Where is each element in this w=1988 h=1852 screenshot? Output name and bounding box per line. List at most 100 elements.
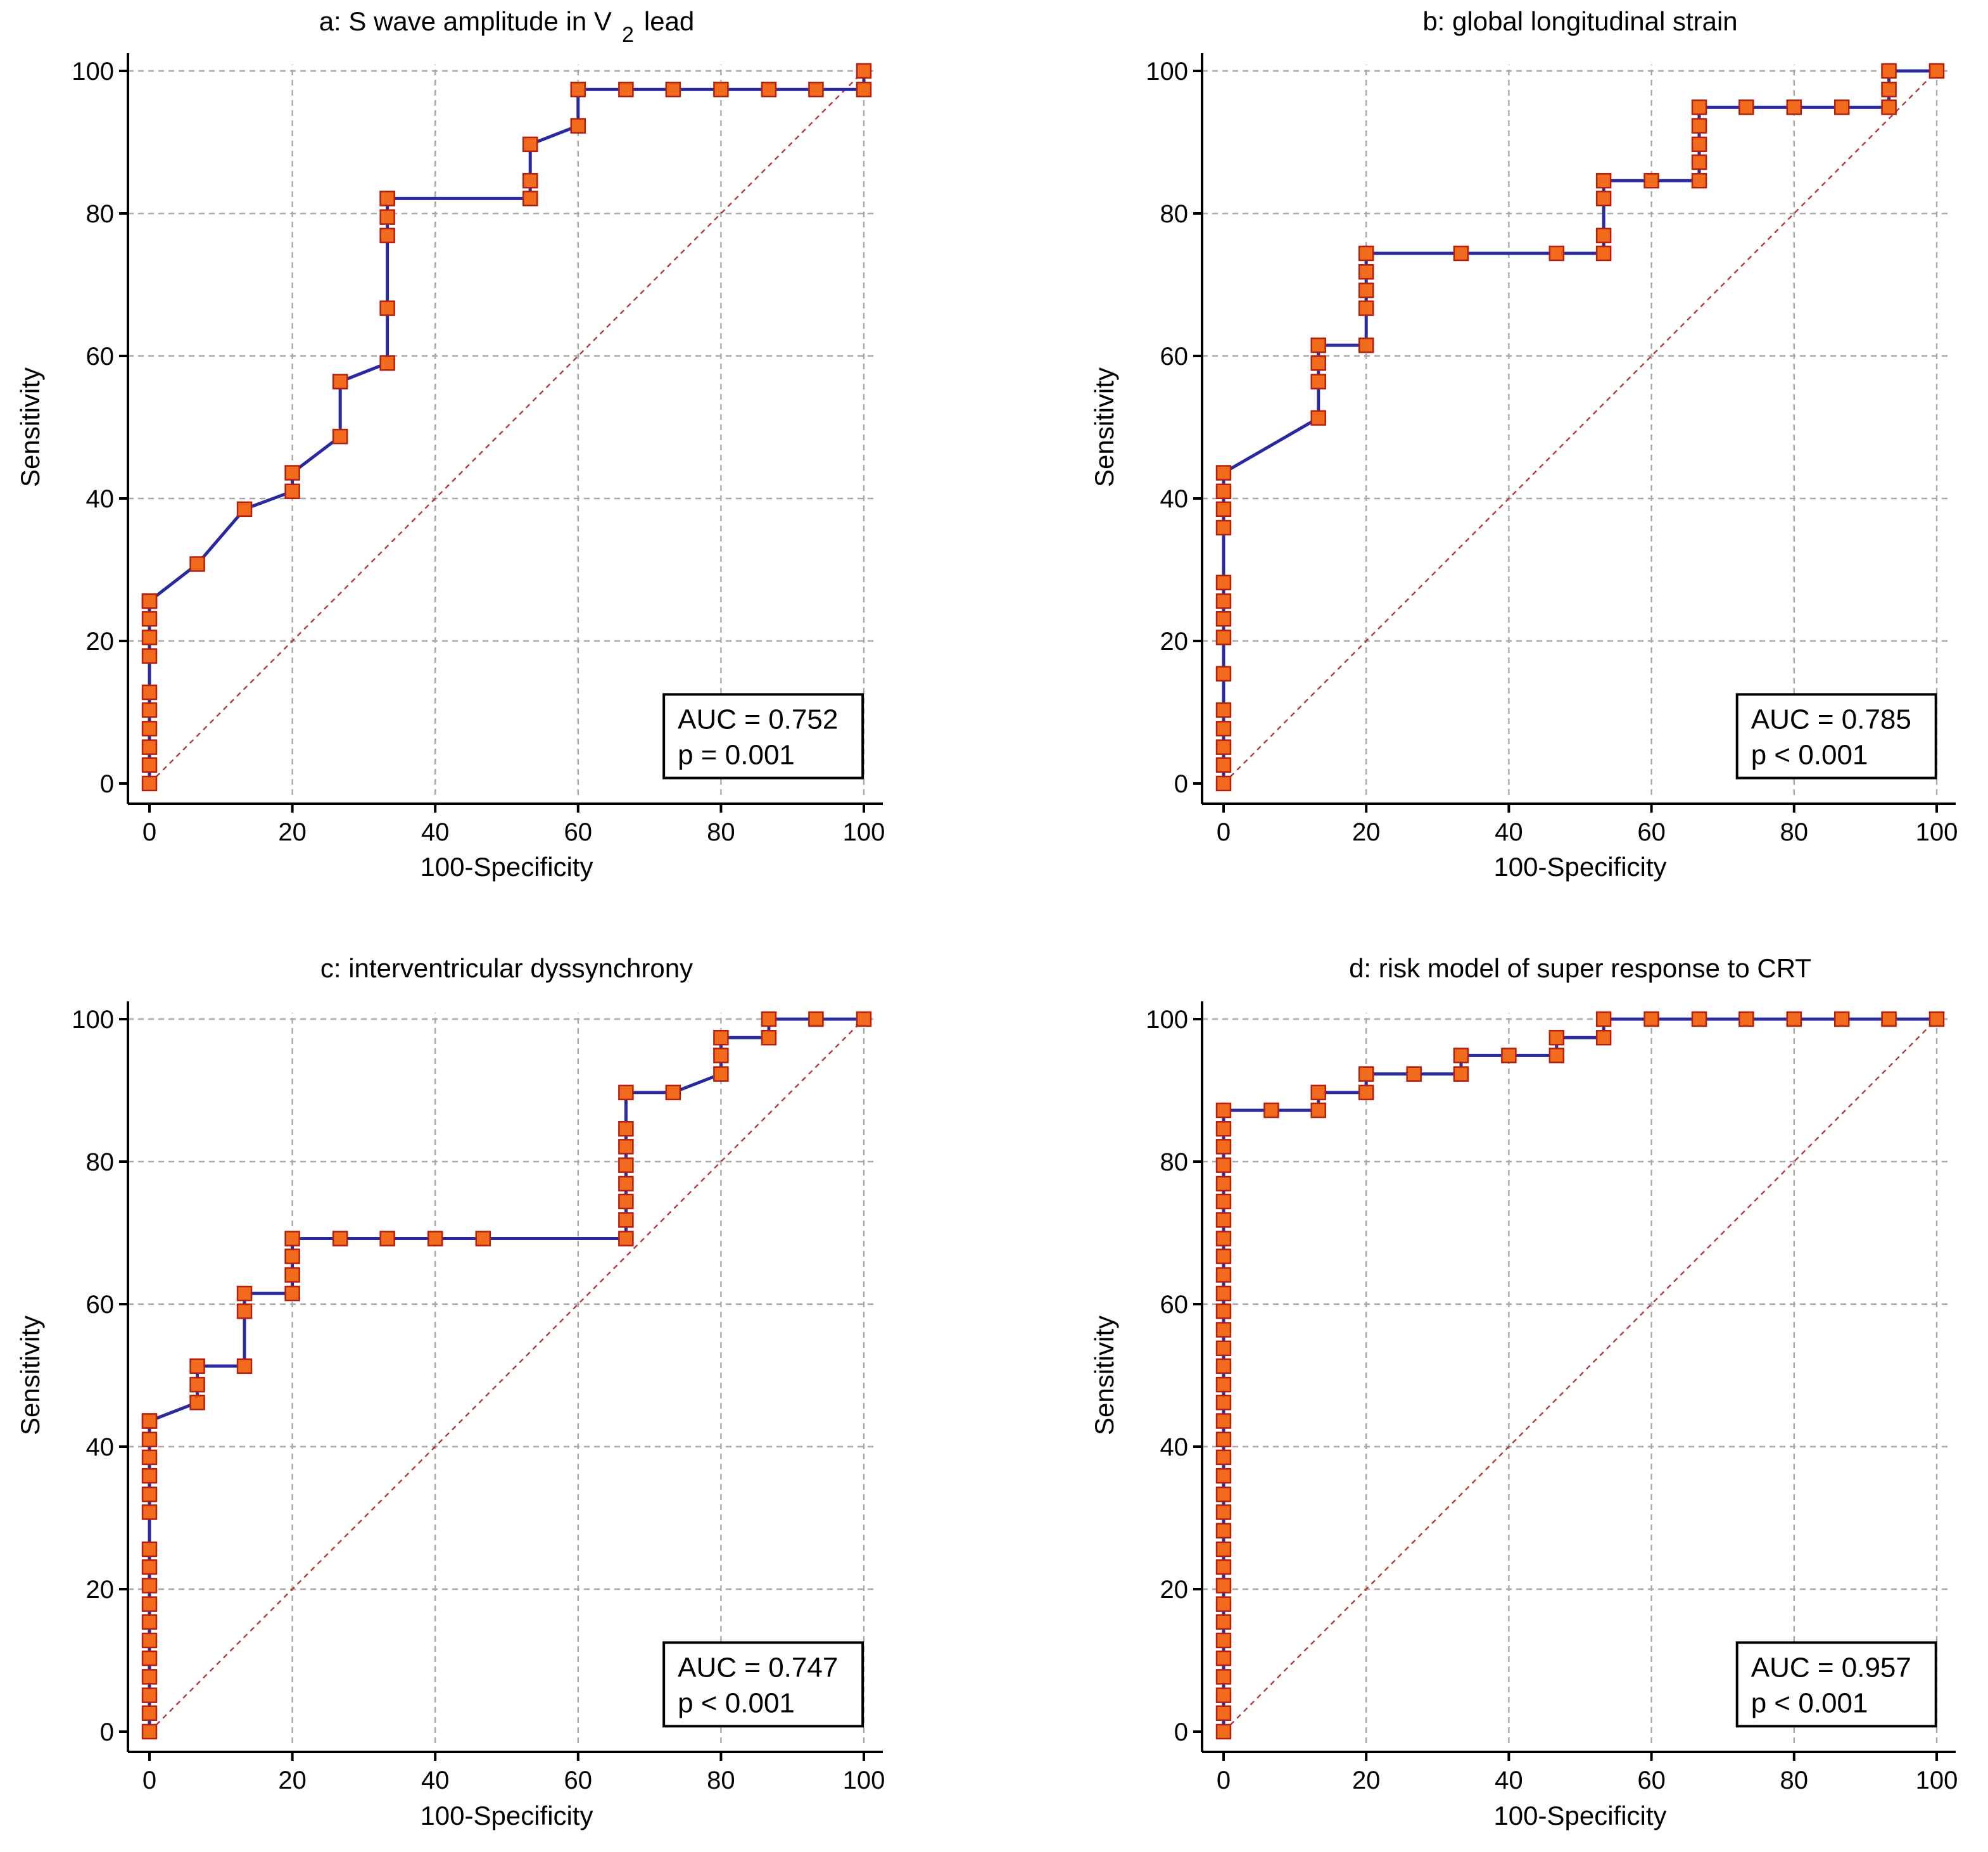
roc-point [1215,483,1232,499]
y-tick-label: 20 [86,628,115,656]
roc-point [1215,1193,1232,1210]
roc-point [1215,1596,1232,1612]
roc-markers [141,1011,872,1740]
roc-point [141,702,158,718]
roc-markers [1215,63,1945,792]
roc-point [1215,1632,1232,1649]
roc-point [1595,1011,1612,1027]
roc-point [1215,1267,1232,1283]
roc-point [1215,1650,1232,1666]
roc-point [141,757,158,773]
roc-panel-b: 0 20 40 60 80 100 0 20 40 60 80 100 100-Specificity S… [1089,6,1958,882]
roc-point [284,1285,300,1302]
roc-point [284,1231,300,1246]
roc-point [284,483,300,499]
p-value: p < 0.001 [1751,1687,1868,1718]
roc-point [1833,99,1850,115]
roc-markers [1215,1011,1945,1740]
y-tick-label: 100 [72,1006,114,1034]
roc-point [570,82,586,98]
roc-panel-a: 0 20 40 60 80 100 0 20 40 60 80 100 100-Specificity S… [15,6,885,882]
roc-point [141,1596,158,1612]
roc-point [1215,1139,1232,1155]
y-tick-label: 20 [1160,1576,1189,1604]
roc-point [141,1559,158,1575]
roc-markers [141,63,872,792]
roc-point [1643,1011,1659,1027]
roc-point [1691,118,1707,134]
roc-point [761,1030,777,1046]
auc-value: AUC = 0.752 [678,704,838,735]
x-tick-label: 100 [843,1766,885,1794]
x-tick-label: 20 [1352,818,1381,846]
grid [1202,65,1948,795]
x-axis-label: 100-Specificity [420,1801,593,1830]
roc-point [1215,1449,1232,1466]
roc-point [1310,337,1327,353]
roc-point [141,1723,158,1740]
roc-point [1643,173,1659,189]
roc-point [141,1487,158,1502]
grid [128,1013,875,1743]
roc-point [618,82,634,98]
roc-point [1310,410,1327,426]
panel-title: a: S wave amplitude in V 2 lead [319,6,695,47]
roc-point [618,1231,634,1246]
roc-point [1215,1303,1232,1319]
y-tick-label: 80 [1160,200,1189,228]
x-tick-label: 40 [1495,818,1523,846]
roc-point [1595,191,1612,206]
roc-point [141,739,158,755]
y-tick-label: 60 [86,343,115,371]
roc-point [618,1193,634,1210]
roc-point [1215,1413,1232,1429]
x-tick-label: 100 [843,818,885,846]
y-tick-label: 40 [1160,485,1189,513]
y-tick-label: 0 [1174,1718,1188,1746]
roc-point [189,1358,205,1374]
roc-point [1215,1705,1232,1721]
roc-point [284,465,300,481]
roc-point [141,684,158,701]
roc-point [761,82,777,98]
roc-point [427,1231,443,1246]
roc-point [1833,1011,1850,1027]
roc-point [1881,63,1897,79]
roc-point [1738,99,1754,115]
roc-point [141,1687,158,1703]
x-axis-label: 100-Specificity [1493,1801,1666,1830]
x-tick-label: 100 [1916,818,1958,846]
roc-point [1595,1030,1612,1046]
roc-point [713,1066,729,1082]
x-tick-label: 60 [1637,818,1666,846]
roc-point [141,1632,158,1649]
x-tick-label: 60 [1637,1766,1666,1794]
roc-point [284,1267,300,1283]
auc-legend: AUC = 0.747 p < 0.001 [662,1641,864,1728]
roc-point [332,428,348,445]
x-tick-label: 0 [142,818,156,846]
roc-point [1215,1231,1232,1246]
roc-point [1215,1176,1232,1192]
x-tick-label: 80 [1780,818,1809,846]
roc-point [1453,245,1469,262]
roc-point [1215,1285,1232,1302]
roc-point [618,1212,634,1228]
y-axis-label: Sensitivity [1089,1316,1119,1435]
roc-point [1215,1376,1232,1393]
y-tick-label: 80 [86,1148,115,1176]
roc-point [141,648,158,664]
roc-point [141,1669,158,1685]
y-tick-label: 60 [1160,343,1189,371]
roc-point [522,191,538,206]
roc-point [1215,721,1232,737]
roc-point [1406,1066,1422,1082]
roc-point [570,118,586,134]
roc-point [1928,63,1945,79]
y-axis-label: Sensitivity [15,1316,45,1435]
y-tick-label: 40 [86,1433,115,1461]
roc-point [1215,611,1232,627]
panel-title: c: interventricular dyssynchrony [320,953,693,983]
roc-point [141,1413,158,1429]
